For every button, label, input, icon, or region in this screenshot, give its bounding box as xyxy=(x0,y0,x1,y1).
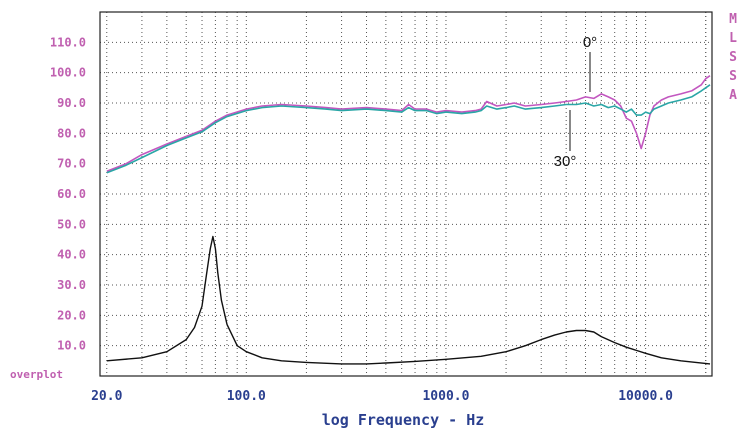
y-tick-label: 10.0 xyxy=(57,339,86,353)
y-tick-label: 100.0 xyxy=(50,66,86,80)
legend-letter: S xyxy=(729,50,737,65)
y-tick-label: 60.0 xyxy=(57,187,86,201)
series-line-2 xyxy=(106,84,711,174)
plot-frame xyxy=(99,11,713,377)
legend-letter: L xyxy=(729,31,737,46)
annotation-0-deg: 0° xyxy=(583,34,597,51)
y-tick-label: 80.0 xyxy=(57,126,86,140)
y-tick-label: 70.0 xyxy=(57,157,86,171)
y-tick-label: 90.0 xyxy=(57,96,86,110)
series-line-3 xyxy=(106,235,711,365)
x-tick-label: 100.0 xyxy=(227,389,266,404)
y-tick-label: 110.0 xyxy=(50,35,86,49)
x-tick-labels: 20.0 100.0 1000.0 10000.0 xyxy=(91,389,673,404)
y-tick-label: 20.0 xyxy=(57,308,86,322)
y-tick-label: 30.0 xyxy=(57,278,86,292)
series-line-1 xyxy=(106,75,711,173)
x-tick-label: 20.0 xyxy=(91,389,122,404)
y-tick-labels: 10.0 20.0 30.0 40.0 50.0 60.0 70.0 80.0 90.0 100.… xyxy=(50,35,86,352)
annotations: 0° 30° xyxy=(554,34,598,170)
x-tick-label: 1000.0 xyxy=(422,389,469,404)
legend-letter: S xyxy=(729,69,737,84)
x-axis-label: log Frequency - Hz xyxy=(322,411,485,429)
y-tick-label: 40.0 xyxy=(57,248,86,262)
x-tick-label: 10000.0 xyxy=(618,389,673,404)
overplot-label: overplot xyxy=(10,368,63,381)
annotation-30-deg: 30° xyxy=(554,153,577,170)
grid xyxy=(100,12,712,376)
y-tick-label: 50.0 xyxy=(57,217,86,231)
series-lines xyxy=(106,75,711,365)
legend-letter: A xyxy=(729,88,737,103)
legend-letter: M xyxy=(729,12,737,27)
